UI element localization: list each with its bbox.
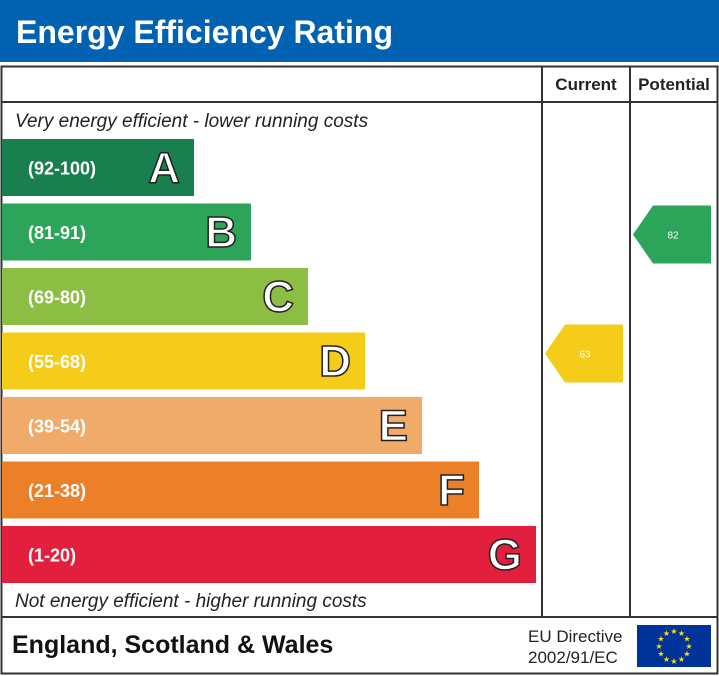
potential-rating-value: 82 — [667, 231, 679, 242]
band-f-bar — [2, 461, 479, 519]
star-icon: ★ — [683, 635, 690, 644]
directive-line1: EU Directive — [528, 627, 622, 646]
top-note: Very energy efficient - lower running co… — [15, 111, 369, 132]
band-b-bar — [2, 203, 251, 261]
frame — [0, 65, 719, 675]
star-icon: ★ — [685, 642, 692, 651]
band-letter: D — [319, 337, 351, 386]
current-rating-arrow — [545, 324, 623, 383]
band-range-label: (1-20) — [28, 546, 76, 566]
band-d-bar — [2, 332, 365, 390]
footer-region: England, Scotland & Wales — [12, 631, 333, 659]
star-icon: ★ — [663, 629, 670, 638]
band-range-label: (39-54) — [28, 417, 86, 437]
star-icon: ★ — [683, 650, 690, 659]
band-letter: B — [205, 208, 237, 257]
band-letter: F — [438, 466, 465, 515]
current-header: Current — [555, 75, 617, 94]
band-a-bar — [2, 139, 194, 196]
band-letter: G — [488, 531, 522, 580]
band-c-bar — [2, 268, 308, 325]
potential-header: Potential — [638, 75, 710, 94]
band-range-label: (21-38) — [28, 481, 86, 501]
star-icon: ★ — [670, 657, 677, 666]
band-range-label: (81-91) — [28, 223, 86, 243]
star-icon: ★ — [663, 655, 670, 664]
title-bar — [0, 0, 719, 62]
star-icon: ★ — [657, 650, 664, 659]
star-icon: ★ — [657, 635, 664, 644]
band-letter: A — [148, 144, 180, 193]
potential-rating-arrow — [633, 205, 711, 264]
star-icon: ★ — [678, 655, 685, 664]
band-range-label: (69-80) — [28, 288, 86, 308]
current-rating-value: 63 — [579, 350, 591, 361]
band-e-bar — [2, 397, 422, 454]
eu-flag-icon: ★ ★★★★★★★★★★★ — [637, 625, 711, 667]
band-letter: C — [262, 273, 294, 322]
band-letter: E — [379, 402, 408, 451]
directive-line2: 2002/91/EC — [528, 648, 618, 667]
band-range-label: (55-68) — [28, 352, 86, 372]
star-icon: ★ — [678, 629, 685, 638]
band-range-label: (92-100) — [28, 159, 96, 179]
chart-title: Energy Efficiency Rating — [16, 14, 393, 50]
bottom-note: Not energy efficient - higher running co… — [15, 591, 367, 612]
star-icon: ★ — [655, 642, 662, 651]
band-g-bar — [2, 526, 536, 583]
star-icon: ★ — [670, 627, 677, 636]
